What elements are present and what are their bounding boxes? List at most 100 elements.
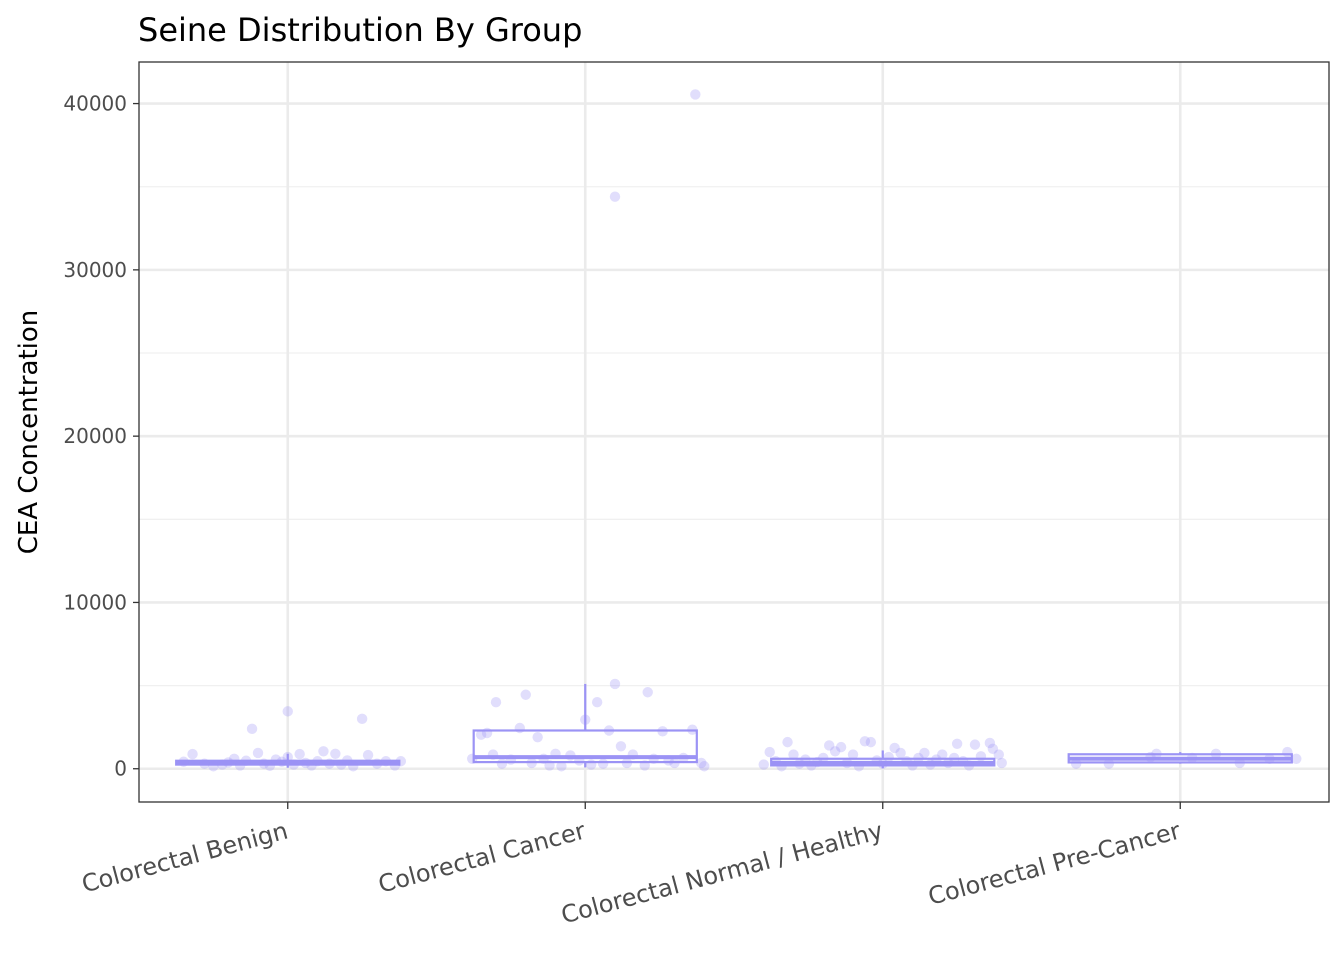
data-point	[1151, 748, 1162, 759]
box-3	[770, 750, 996, 769]
data-point	[987, 743, 999, 754]
data-point	[969, 739, 981, 750]
data-point	[187, 748, 198, 760]
data-point	[1282, 746, 1293, 758]
data-point	[371, 758, 383, 769]
data-point	[1264, 753, 1275, 764]
data-point	[580, 714, 591, 725]
major-gridlines	[139, 62, 1329, 802]
data-point	[217, 759, 228, 770]
data-point	[282, 706, 293, 717]
data-point	[764, 746, 775, 758]
data-point	[835, 741, 847, 753]
data-point	[865, 736, 877, 748]
data-point	[330, 748, 341, 759]
data-point	[690, 89, 701, 100]
data-point	[597, 758, 609, 769]
data-point	[925, 759, 936, 770]
data-point	[538, 753, 549, 764]
data-point	[1291, 753, 1302, 764]
data-point	[467, 753, 478, 764]
data-point	[362, 749, 374, 761]
y-tick-label: 10000	[63, 590, 127, 614]
data-point	[794, 758, 805, 769]
data-point	[678, 752, 689, 764]
data-point	[669, 757, 680, 769]
data-point	[895, 747, 906, 759]
data-point	[841, 757, 853, 769]
data-point	[258, 758, 270, 769]
data-point	[342, 755, 353, 766]
data-point	[475, 729, 487, 740]
y-tick-label: 20000	[63, 424, 127, 448]
data-point	[770, 756, 781, 767]
data-point	[877, 758, 888, 769]
panel-border	[138, 61, 1330, 803]
data-point	[300, 757, 311, 769]
data-point	[380, 756, 392, 767]
data-point	[800, 754, 811, 765]
chart-title: Seine Distribution By Group	[138, 11, 582, 49]
data-point	[324, 758, 335, 769]
data-point	[306, 760, 317, 771]
data-point	[389, 760, 401, 771]
box-2	[472, 683, 698, 768]
data-point	[294, 748, 305, 760]
data-point	[696, 757, 707, 769]
data-point	[520, 689, 531, 700]
data-point	[913, 752, 924, 764]
jitter-points-layer	[178, 89, 1302, 772]
data-point	[627, 749, 639, 760]
y-axis-label: CEA Concentration	[14, 310, 44, 555]
data-point	[234, 760, 246, 771]
data-point	[178, 756, 189, 767]
data-point	[859, 736, 871, 747]
data-point	[919, 747, 930, 759]
data-point	[963, 760, 975, 771]
data-point	[223, 757, 234, 768]
data-point	[889, 742, 900, 754]
y-axis-ticks: 0 10000 20000 30000 40000	[63, 92, 139, 781]
data-point	[496, 758, 508, 769]
data-point	[1210, 748, 1222, 759]
data-point	[591, 697, 603, 708]
data-point	[1070, 758, 1082, 769]
data-point	[663, 755, 674, 766]
box-4	[1067, 752, 1293, 764]
data-point	[847, 749, 859, 760]
y-tick-label: 40000	[63, 92, 127, 116]
data-point	[943, 757, 954, 769]
data-point	[829, 746, 841, 757]
data-point	[208, 761, 219, 772]
box-1	[175, 753, 401, 768]
data-point	[642, 687, 653, 698]
data-point	[609, 191, 621, 202]
data-point	[556, 761, 567, 772]
data-point	[782, 736, 793, 748]
data-point	[806, 760, 817, 771]
data-point	[901, 756, 912, 767]
data-point	[1103, 758, 1115, 769]
minor-gridlines	[139, 186, 1329, 687]
data-point	[993, 749, 1004, 760]
data-point	[699, 761, 710, 772]
data-point	[586, 759, 597, 770]
data-point	[621, 757, 633, 769]
data-point	[907, 760, 918, 771]
data-point	[565, 750, 576, 761]
data-point	[657, 726, 668, 737]
data-point	[481, 727, 493, 739]
data-point	[951, 738, 963, 749]
data-point	[776, 761, 787, 772]
data-point	[199, 758, 210, 769]
data-point	[948, 752, 960, 764]
box-layer	[175, 683, 1293, 769]
data-point	[853, 761, 865, 772]
data-point	[348, 761, 359, 772]
data-point	[1234, 757, 1245, 769]
data-point	[514, 722, 525, 734]
data-point	[648, 753, 659, 764]
data-point	[276, 756, 287, 767]
